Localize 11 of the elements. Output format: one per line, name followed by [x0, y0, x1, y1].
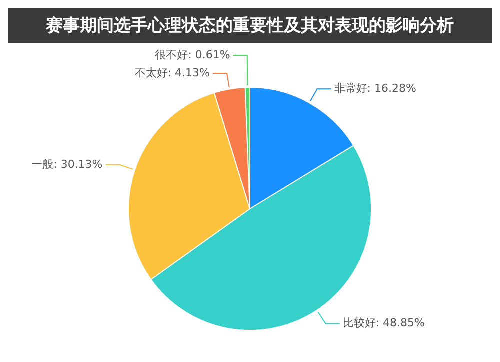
slice-label: 比较好 [342, 316, 376, 330]
data-label: : 16.28% [367, 82, 416, 95]
slice-label: 一般 [32, 158, 54, 171]
data-label: : 48.85% [376, 316, 425, 330]
data-label: : 4.13% [168, 66, 210, 80]
data-label: : 30.13% [54, 158, 103, 171]
slice-label: 不太好 [134, 66, 168, 80]
data-label: : 0.61% [188, 48, 230, 62]
slice-label: 非常好 [334, 82, 368, 95]
slice-label: 很不好 [155, 48, 188, 62]
chart-title: 赛事期间选手心理状态的重要性及其对表现的影响分析 [8, 8, 492, 43]
